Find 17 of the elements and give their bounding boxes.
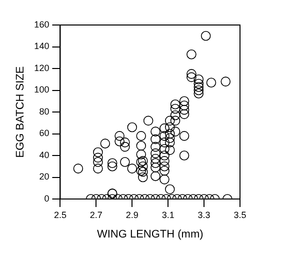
y-tick-label: 20: [39, 172, 50, 182]
x-tick-label: 2.9: [126, 210, 138, 220]
y-tick-label: 40: [39, 150, 50, 160]
x-tick-label: 2.5: [54, 210, 66, 220]
y-tick-label: 60: [39, 128, 50, 138]
y-tick-label: 0: [44, 193, 50, 204]
x-tick-label: 3.5: [234, 210, 246, 220]
y-axis-title: EGG BATCH SIZE: [14, 66, 27, 158]
x-tick-label: 2.7: [90, 210, 102, 220]
y-tick-label: 120: [34, 62, 50, 73]
y-tick-label: 80: [39, 106, 50, 116]
y-tick-label: 100: [34, 84, 50, 95]
x-axis-title: WING LENGTH (mm): [96, 228, 204, 240]
y-tick-label: 160: [34, 19, 50, 30]
x-tick-label: 3.1: [162, 210, 174, 220]
x-tick-label: 3.3: [198, 210, 210, 220]
y-tick-label: 140: [34, 41, 50, 52]
